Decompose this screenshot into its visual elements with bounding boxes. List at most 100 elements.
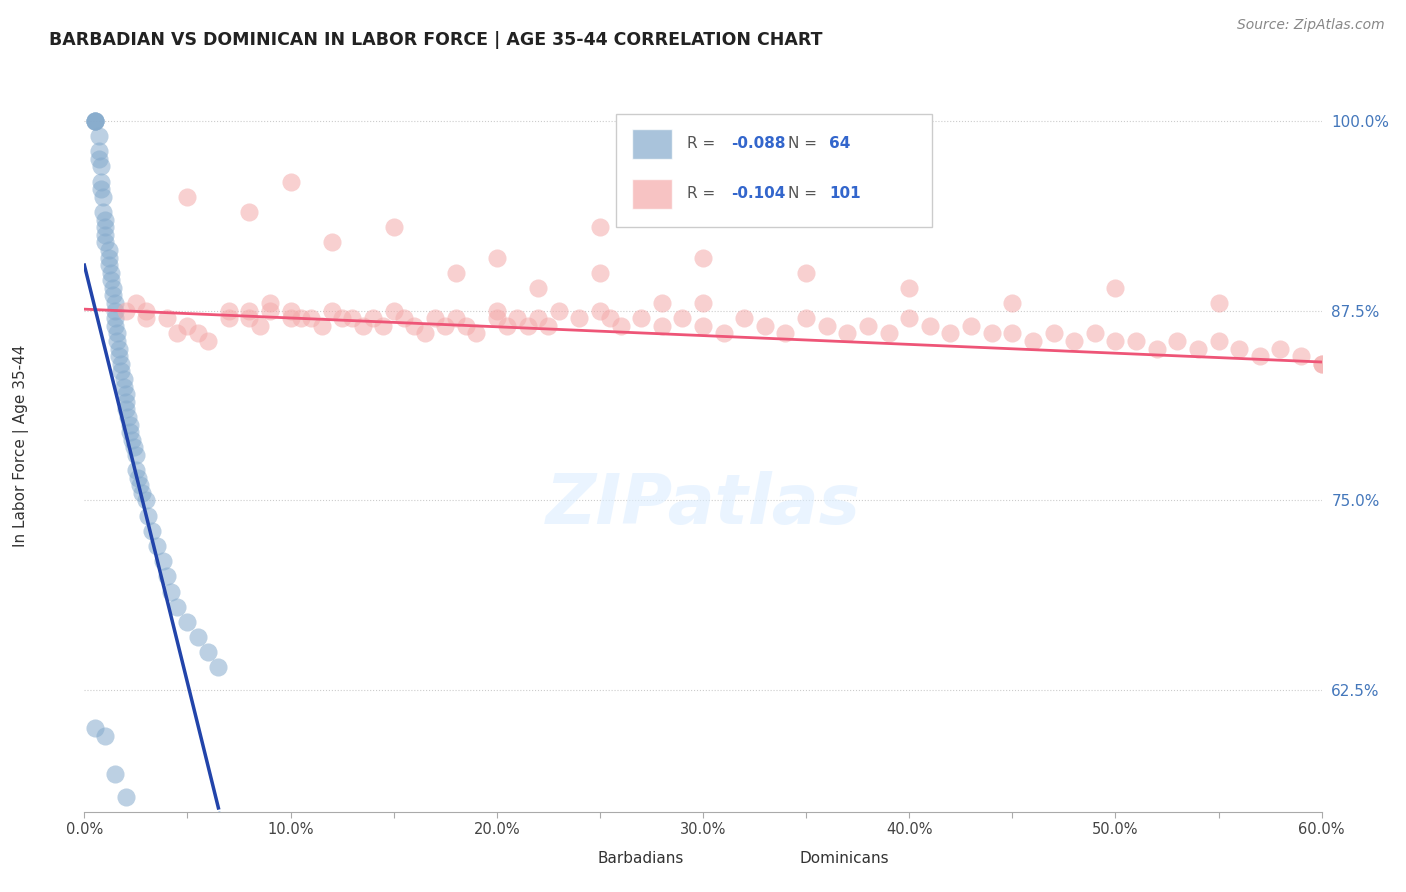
Point — [129, 478, 152, 492]
Text: Source: ZipAtlas.com: Source: ZipAtlas.com — [1237, 18, 1385, 32]
Point — [103, 281, 125, 295]
Point — [465, 326, 488, 341]
Point — [121, 433, 143, 447]
Point — [94, 212, 117, 227]
Point — [87, 152, 110, 166]
Point — [1289, 349, 1312, 363]
Text: N =: N = — [789, 136, 823, 151]
Point — [141, 524, 163, 538]
Point — [114, 387, 136, 401]
Point — [108, 342, 131, 356]
Point — [238, 303, 260, 318]
Point — [599, 311, 621, 326]
Text: 101: 101 — [830, 186, 860, 201]
Point — [321, 235, 343, 250]
Point — [187, 630, 209, 644]
Point — [630, 311, 652, 326]
Point — [960, 318, 983, 333]
Point — [1084, 326, 1107, 341]
Point — [485, 251, 508, 265]
Point — [166, 599, 188, 614]
Point — [1001, 296, 1024, 310]
Point — [392, 311, 415, 326]
Point — [218, 311, 240, 326]
Point — [1270, 342, 1292, 356]
Point — [1022, 334, 1045, 348]
Point — [83, 721, 105, 735]
Point — [280, 303, 302, 318]
Point — [898, 281, 921, 295]
Text: ZIPatlas: ZIPatlas — [546, 471, 860, 539]
Point — [238, 311, 260, 326]
Point — [100, 266, 122, 280]
Point — [290, 311, 312, 326]
Point — [589, 303, 612, 318]
Point — [733, 311, 755, 326]
Point — [94, 235, 117, 250]
Text: In Labor Force | Age 35-44: In Labor Force | Age 35-44 — [13, 345, 30, 547]
Point — [651, 318, 673, 333]
Point — [609, 318, 631, 333]
Point — [104, 311, 127, 326]
Point — [692, 318, 714, 333]
Point — [122, 440, 145, 454]
Point — [444, 266, 467, 280]
Point — [1208, 296, 1230, 310]
Point — [114, 394, 136, 409]
Point — [218, 303, 240, 318]
Point — [434, 318, 457, 333]
Point — [127, 471, 149, 485]
Point — [176, 318, 198, 333]
Point — [98, 258, 121, 272]
Point — [110, 364, 132, 378]
Point — [145, 539, 167, 553]
Point — [108, 349, 131, 363]
Point — [135, 493, 157, 508]
Point — [91, 205, 114, 219]
Point — [1227, 342, 1250, 356]
Text: Dominicans: Dominicans — [800, 851, 889, 865]
Point — [980, 326, 1002, 341]
Text: -0.104: -0.104 — [731, 186, 786, 201]
Point — [112, 372, 135, 386]
Point — [176, 190, 198, 204]
Point — [118, 425, 141, 439]
Point — [918, 318, 941, 333]
Point — [105, 334, 128, 348]
Point — [197, 645, 219, 659]
Point — [794, 311, 817, 326]
Point — [94, 220, 117, 235]
Point — [506, 311, 529, 326]
Point — [1104, 281, 1126, 295]
Point — [382, 303, 405, 318]
Point — [83, 114, 105, 128]
Point — [176, 615, 198, 629]
Point — [187, 326, 209, 341]
Point — [454, 318, 477, 333]
Point — [197, 334, 219, 348]
Point — [136, 508, 159, 523]
Point — [537, 318, 560, 333]
Text: 64: 64 — [830, 136, 851, 151]
Point — [527, 311, 550, 326]
Point — [117, 409, 139, 424]
Text: N =: N = — [789, 186, 823, 201]
Point — [589, 266, 612, 280]
Point — [114, 789, 136, 804]
Point — [1042, 326, 1064, 341]
Bar — [765, 853, 792, 868]
Point — [87, 145, 110, 159]
Text: Barbadians: Barbadians — [598, 851, 685, 865]
Point — [651, 296, 673, 310]
Point — [311, 318, 333, 333]
Point — [516, 318, 538, 333]
Point — [152, 554, 174, 568]
Point — [1063, 334, 1085, 348]
Point — [114, 303, 136, 318]
Point — [114, 402, 136, 417]
Point — [444, 311, 467, 326]
Bar — [564, 853, 592, 868]
Point — [815, 318, 838, 333]
Point — [83, 114, 105, 128]
Point — [118, 417, 141, 432]
